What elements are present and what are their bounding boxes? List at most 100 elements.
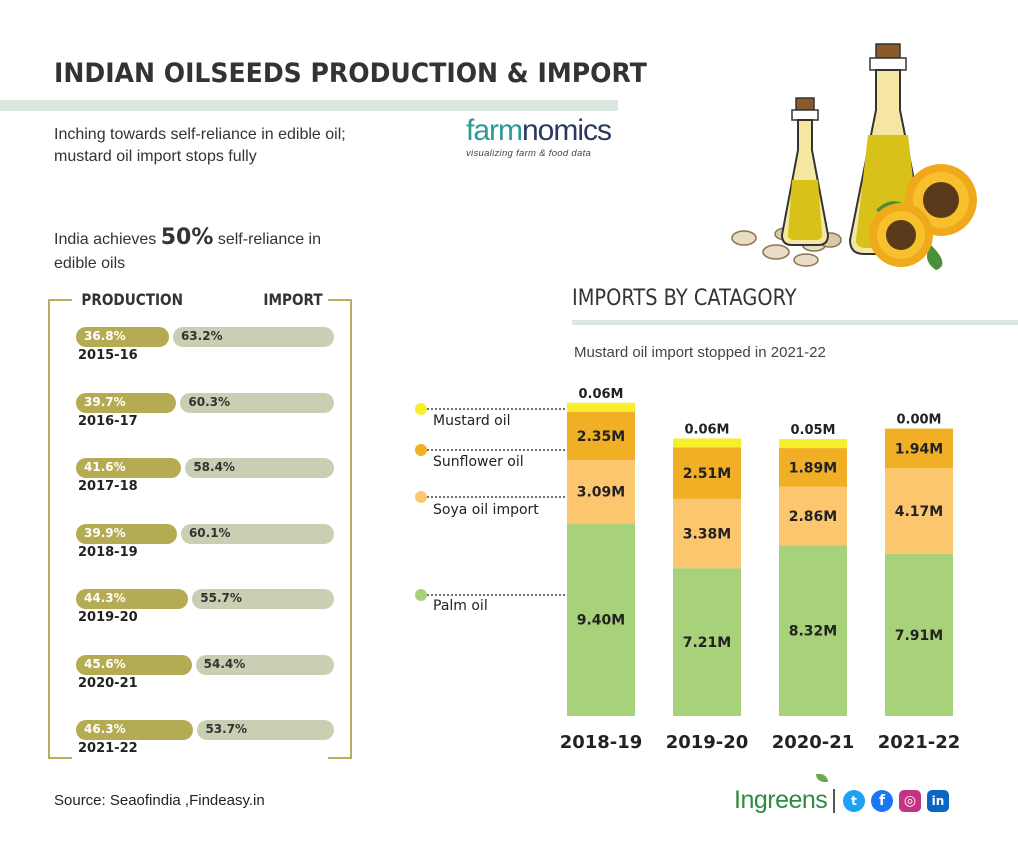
self-reliance-statement: India achieves 50% self-reliance in edib… (54, 226, 374, 276)
production-value-label: 39.7% (84, 394, 126, 409)
import-bar: 60.1% (180, 523, 334, 544)
import-value-label: 60.3% (188, 394, 231, 409)
bar-segment-soya-oil-import (673, 498, 741, 569)
reliance-line-2: edible oils (54, 255, 126, 272)
legend-label: Sunflower oil (433, 454, 524, 470)
import-value-label: 58.4% (193, 460, 235, 474)
production-bar: 45.6% (76, 654, 192, 675)
title-underline (0, 100, 618, 111)
bar-value-label: 9.40M (577, 613, 625, 629)
instagram-icon[interactable]: ◎ (899, 790, 921, 812)
legend-marker (415, 444, 427, 456)
reliance-year-label: 2019-20 (78, 610, 138, 625)
oil-bottles-illustration (731, 43, 977, 270)
legend-marker (415, 589, 427, 601)
reliance-row: 39.9% 60.1% (76, 523, 336, 544)
production-value-label: 45.6% (84, 656, 126, 671)
import-value-label: 63.2% (180, 329, 223, 343)
bar-value-label: 8.32M (789, 624, 837, 640)
source-note: Source: Seaofindia ,Findeasy.in (54, 792, 265, 809)
logo-tagline: visualizing farm & food data (466, 148, 592, 159)
legend-label: Palm oil (433, 598, 488, 614)
bar-segment-mustard-oil (673, 438, 741, 448)
brand-divider (833, 789, 835, 813)
import-bar: 54.4% (195, 654, 334, 675)
bar-value-label: 7.21M (683, 635, 731, 651)
brand-name: Ingreens (734, 786, 828, 814)
imports-subtitle: Mustard oil import stopped in 2021-22 (574, 344, 826, 361)
twitter-icon[interactable]: t (843, 790, 865, 812)
reliance-year-label: 2015-16 (78, 348, 138, 363)
legend-marker (415, 491, 427, 503)
reliance-year-label: 2016-17 (78, 413, 138, 429)
production-value-label: 39.9% (84, 525, 126, 540)
import-value-label: 54.4% (203, 656, 246, 671)
facebook-icon[interactable]: f (871, 790, 893, 812)
bar-segment-mustard-oil (779, 439, 847, 449)
reliance-row: 44.3% 55.7% (76, 589, 336, 609)
import-bar: 53.7% (197, 720, 334, 740)
production-value-label: 44.3% (84, 591, 126, 605)
legend-label: Soya oil import (433, 502, 539, 518)
bar-value-label: 3.09M (577, 485, 625, 501)
bar-value-label: 1.94M (895, 441, 943, 457)
production-header: PRODUCTION (78, 290, 187, 309)
bar-segment-palm-oil (885, 553, 953, 716)
page-title: INDIAN OILSEEDS PRODUCTION & IMPORT (54, 58, 647, 89)
x-tick-label: 2020-21 (772, 732, 855, 753)
import-bar: 58.4% (185, 458, 334, 478)
x-tick-label: 2021-22 (878, 732, 961, 753)
production-value-label: 41.6% (84, 460, 126, 474)
sunflower-illustration (869, 164, 977, 270)
reliance-row: 41.6% 58.4% (76, 458, 336, 478)
bar-segment-sunflower-oil (885, 428, 953, 469)
logo-part-1: farm (466, 114, 523, 147)
bar-segment-palm-oil (567, 523, 635, 716)
bar-value-label: 4.17M (895, 504, 943, 520)
import-value-label: 53.7% (205, 722, 248, 736)
bar-segment-mustard-oil (567, 402, 635, 412)
bracket-left (48, 299, 72, 759)
bar-segment-sunflower-oil (779, 448, 847, 487)
bar-segment-palm-oil (779, 545, 847, 716)
bar-value-label: 2.35M (577, 429, 625, 445)
production-bar: 44.3% (76, 589, 189, 609)
bar-segment-soya-oil-import (885, 468, 953, 554)
production-bar: 46.3% (76, 720, 194, 740)
reliance-row: 36.8% 63.2% (76, 327, 336, 347)
import-header: IMPORT (260, 290, 327, 309)
reliance-year-label: 2020-21 (78, 675, 138, 691)
bar-segment-soya-oil-import (567, 459, 635, 524)
logo-part-2: nomics (522, 114, 612, 147)
production-value-label: 36.8% (84, 329, 126, 343)
page-subtitle: Inching towards self-reliance in edible … (54, 124, 434, 168)
bar-value-label: 0.06M (578, 387, 623, 402)
linkedin-icon[interactable]: in (927, 790, 949, 812)
x-tick-label: 2018-19 (560, 732, 643, 753)
legend-label: Mustard oil (433, 413, 511, 429)
leaf-icon (816, 774, 828, 782)
bar-value-label: 3.38M (683, 527, 731, 543)
bar-segment-palm-oil (673, 568, 741, 716)
bar-value-label: 1.89M (789, 460, 837, 476)
subtitle-line-2: mustard oil import stops fully (54, 148, 257, 165)
imports-title-underline (572, 320, 1018, 325)
import-bar: 55.7% (192, 589, 334, 609)
production-bar: 36.8% (76, 327, 169, 347)
small-bottle (780, 97, 830, 246)
reliance-prefix: India achieves (54, 231, 161, 248)
imports-title: IMPORTS BY CATAGORY (572, 286, 797, 311)
reliance-highlight: 50% (160, 225, 214, 250)
reliance-year-label: 2018-19 (78, 544, 138, 560)
bar-value-label: 2.51M (683, 466, 731, 482)
bar-value-label: 7.91M (895, 628, 943, 644)
import-value-label: 55.7% (200, 591, 242, 605)
bar-value-label: 2.86M (789, 509, 837, 525)
reliance-year-label: 2017-18 (78, 479, 138, 494)
bar-segment-soya-oil-import (779, 486, 847, 546)
farmnomics-logo: farmnomics visualizing farm & food data (466, 114, 612, 160)
subtitle-line-1: Inching towards self-reliance in edible … (54, 126, 346, 143)
x-tick-label: 2019-20 (666, 732, 749, 753)
reliance-row: 39.7% 60.3% (76, 392, 336, 413)
import-bar: 63.2% (172, 327, 334, 347)
